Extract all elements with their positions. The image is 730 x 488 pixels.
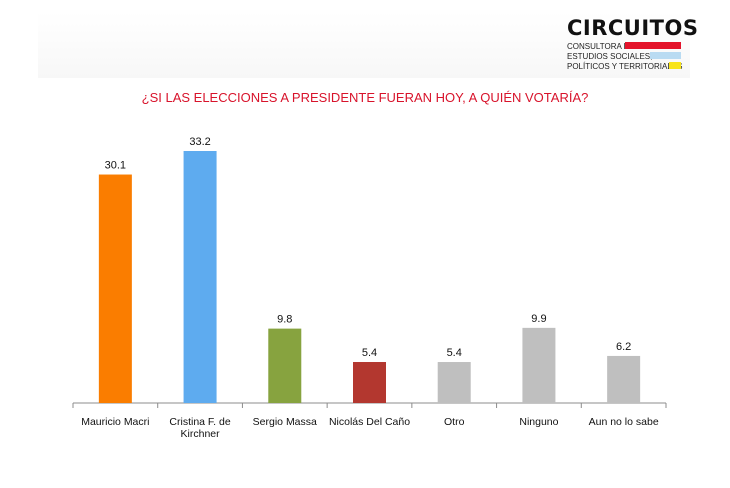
logo-red-bar	[625, 42, 681, 49]
bar-2	[183, 151, 217, 403]
bar-5	[437, 362, 471, 403]
chart-title: ¿SI LAS ELECCIONES A PRESIDENTE FUERAN H…	[141, 90, 589, 105]
circuitos-logo: CIRCUITOS CONSULTORA DE ESTUDIOS SOCIALE…	[567, 16, 698, 76]
logo-yellow-bar	[669, 62, 681, 69]
category-label: Ninguno	[519, 416, 558, 428]
category-label: Otro	[444, 416, 465, 428]
data-label: 30.1	[105, 160, 126, 172]
category-label: Mauricio Macri	[81, 416, 149, 428]
category-label: Sergio Massa	[253, 416, 317, 428]
logo-line-1: CONSULTORA DE	[567, 42, 635, 51]
data-label: 9.8	[277, 314, 292, 326]
bar-1	[98, 174, 132, 403]
logo-title: CIRCUITOS	[567, 16, 699, 40]
data-label: 5.4	[447, 347, 462, 359]
category-label: Aun no lo sabe	[589, 416, 659, 428]
bar-6	[522, 327, 556, 403]
logo-line-3: POLÍTICOS Y TERRITORIALES	[567, 62, 683, 71]
data-label: 6.2	[616, 341, 631, 353]
logo-line-2: ESTUDIOS SOCIALES,	[567, 52, 653, 61]
category-label: Nicolás Del Caño	[329, 416, 410, 428]
header-band	[38, 12, 690, 78]
data-label: 5.4	[362, 347, 377, 359]
bar-4	[353, 362, 386, 403]
category-label: Cristina F. de Kirchner	[169, 416, 230, 440]
bar-3	[268, 328, 302, 403]
data-label: 9.9	[531, 313, 546, 325]
bar-7	[607, 355, 641, 403]
logo-blue-bar	[650, 52, 681, 59]
data-label: 33.2	[189, 136, 210, 148]
